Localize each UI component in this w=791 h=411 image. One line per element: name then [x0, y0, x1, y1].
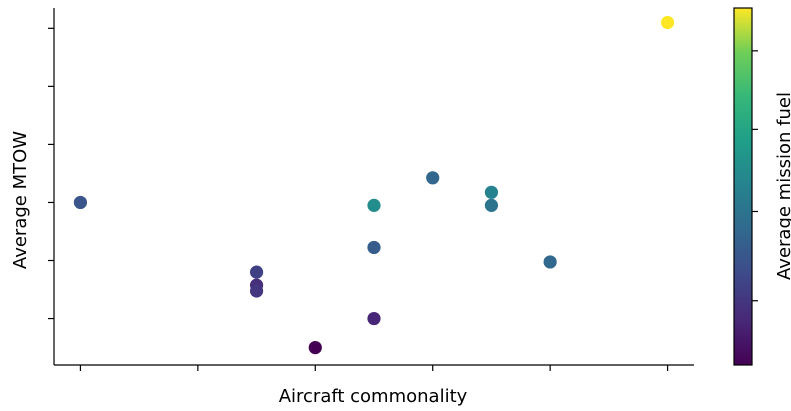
- colorbar: [733, 7, 758, 366]
- data-point: [367, 311, 381, 326]
- data-point: [249, 265, 264, 279]
- colorbar-label: Average mission fuel: [774, 92, 791, 280]
- data-point: [367, 198, 381, 212]
- data-point: [308, 340, 322, 355]
- y-axis-label: Average MTOW: [10, 131, 31, 269]
- data-point: [484, 185, 499, 199]
- scatter-points: [73, 15, 675, 355]
- data-point: [73, 195, 88, 210]
- colorbar-ticks: [752, 50, 758, 302]
- data-point: [367, 240, 381, 255]
- data-point: [660, 15, 675, 30]
- plot-area: [48, 8, 694, 371]
- colorbar-gradient: [733, 7, 753, 366]
- data-point: [543, 255, 557, 269]
- data-point: [484, 198, 499, 212]
- x-ticks: [79, 365, 669, 371]
- y-ticks: [48, 27, 54, 320]
- data-point: [426, 171, 440, 185]
- data-point: [249, 284, 264, 298]
- x-axis-label: Aircraft commonality: [279, 386, 468, 407]
